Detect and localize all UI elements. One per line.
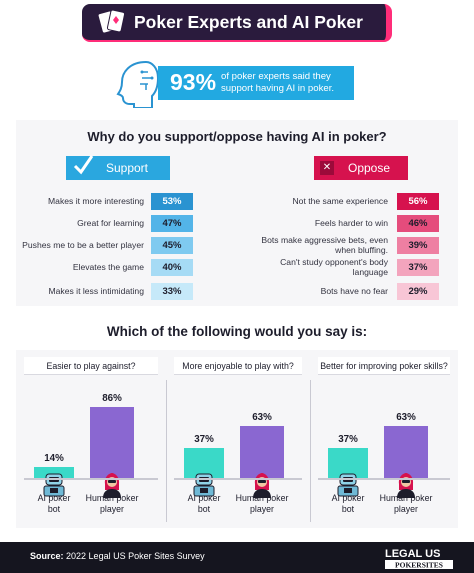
oppose-reason-value: 37% xyxy=(397,259,439,276)
human-player-value: 63% xyxy=(252,412,272,424)
human-player-label: Human poker player xyxy=(85,493,139,514)
support-reason-value: 45% xyxy=(151,237,193,254)
support-reason-label: Makes it less intimidating xyxy=(48,286,144,296)
legal-us-poker-sites-logo: LEGAL US POKERSITES xyxy=(385,548,453,570)
human-player-value: 86% xyxy=(102,393,122,405)
support-reason-label: Elevates the game xyxy=(72,262,144,272)
robot-icon xyxy=(193,473,215,497)
support-reason-label: Pushes me to be a better player xyxy=(22,240,144,250)
x-icon: ✕ xyxy=(320,161,334,175)
table-shelf xyxy=(174,478,302,480)
source-text: 2022 Legal US Poker Sites Survey xyxy=(66,551,205,561)
robot-icon xyxy=(43,473,65,497)
support-reason-value: 40% xyxy=(151,259,193,276)
panel-divider xyxy=(166,380,167,522)
oppose-reason-value: 56% xyxy=(397,193,439,210)
robot-icon xyxy=(337,473,359,497)
logo-top-text: LEGAL US xyxy=(385,548,440,560)
ai-bot-value: 37% xyxy=(194,433,214,445)
oppose-reason-label: Bots have no fear xyxy=(320,286,388,296)
logo-bottom-text: POKERSITES xyxy=(395,561,443,570)
ai-bot-label: AI poker bot xyxy=(331,493,365,514)
title-banner xyxy=(82,4,392,42)
oppose-header: Oppose xyxy=(314,156,408,180)
survey-panel xyxy=(16,120,458,306)
panel-question: Easier to play against? xyxy=(24,357,158,375)
support-label: Support xyxy=(105,161,149,175)
human-player-value: 63% xyxy=(396,412,416,424)
ai-head-icon xyxy=(116,60,160,108)
ai-bot-value: 14% xyxy=(44,452,64,464)
source-note: Source: 2022 Legal US Poker Sites Survey xyxy=(30,551,205,561)
table-shelf xyxy=(318,478,450,480)
page-title: Poker Experts and AI Poker xyxy=(134,12,363,32)
table-shelf xyxy=(24,478,158,480)
ai-bot-bar xyxy=(34,466,74,478)
playing-cards-icon xyxy=(97,9,126,34)
chart-title: Which of the following would you say is: xyxy=(106,324,368,339)
oppose-reason-value: 39% xyxy=(397,237,439,254)
support-reason-value: 47% xyxy=(151,215,193,232)
ai-bot-bar xyxy=(328,447,368,478)
checkmark-icon xyxy=(73,155,94,175)
ai-bot-label: AI poker bot xyxy=(37,493,71,514)
support-reason-value: 33% xyxy=(151,283,193,300)
ai-bot-bar xyxy=(184,447,224,478)
headline-percent: 93% xyxy=(170,69,217,95)
poker-player-icon xyxy=(397,473,415,498)
poker-player-icon xyxy=(253,473,271,498)
panel-divider xyxy=(310,380,311,522)
human-player-bar xyxy=(240,426,284,478)
support-reason-label: Great for learning xyxy=(77,218,144,228)
human-player-label: Human poker player xyxy=(379,493,433,514)
oppose-reason-value: 29% xyxy=(397,283,439,300)
oppose-reason-label: Feels harder to win xyxy=(314,218,388,228)
human-player-bar xyxy=(384,426,428,478)
oppose-reason-value: 46% xyxy=(397,215,439,232)
survey-question: Why do you support/oppose having AI in p… xyxy=(87,129,387,144)
oppose-label: Oppose xyxy=(347,161,391,175)
poker-player-icon xyxy=(103,473,121,498)
ai-bot-label: AI poker bot xyxy=(187,493,221,514)
panel-question: Better for improving poker skills? xyxy=(318,357,450,375)
source-label: Source: xyxy=(30,551,64,561)
human-player-label: Human poker player xyxy=(235,493,289,514)
oppose-reason-label: Can't study opponent's body language xyxy=(280,257,388,277)
panel-question: More enjoyable to play with? xyxy=(174,357,302,375)
support-reason-label: Makes it more interesting xyxy=(48,196,144,206)
human-player-bar xyxy=(90,407,134,478)
headline-stat-banner xyxy=(158,66,354,100)
ai-bot-value: 37% xyxy=(338,433,358,445)
support-reason-value: 53% xyxy=(151,193,193,210)
oppose-reason-label: Bots make aggressive bets, even when blu… xyxy=(261,235,388,255)
oppose-reason-label: Not the same experience xyxy=(292,196,388,206)
headline-text: of poker experts said they support havin… xyxy=(221,71,335,94)
